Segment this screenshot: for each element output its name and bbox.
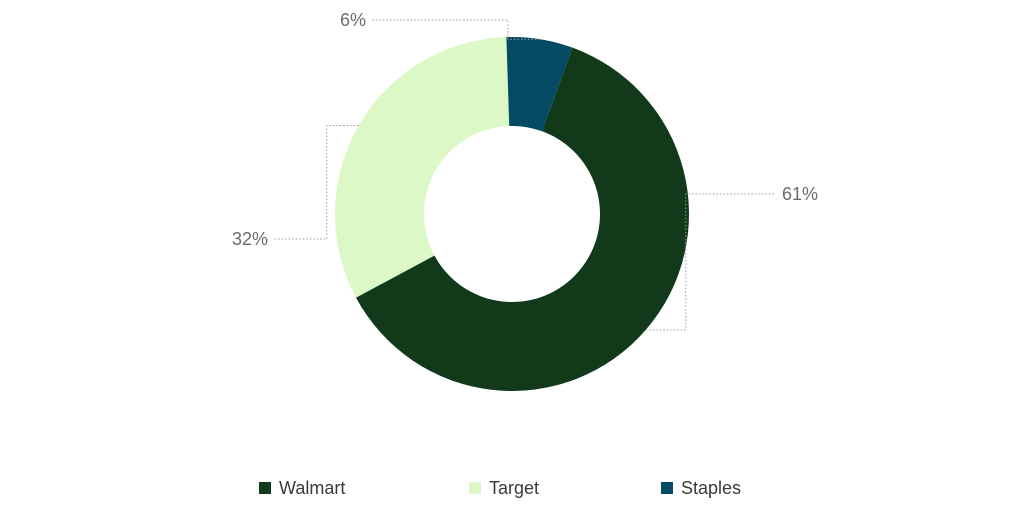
value-label-walmart: 61% [782,184,818,204]
legend-item-staples: Staples [661,472,741,504]
slice-staples [506,36,573,132]
legend-swatch-walmart [259,482,271,494]
legend-label-staples: Staples [681,477,742,498]
chart-legend: Walmart Target Staples [0,472,1024,504]
legend-item-walmart: Walmart [259,472,345,504]
leader-line-target [274,125,359,240]
slice-target [334,37,510,298]
legend-label-target: Target [489,477,540,498]
legend-swatch-target [469,482,481,494]
legend-label-walmart: Walmart [279,477,346,498]
legend-item-target: Target [469,472,539,504]
value-label-staples: 6% [340,10,366,30]
slice-walmart [355,47,690,391]
value-label-target: 32% [232,229,268,249]
legend-swatch-staples [661,482,673,494]
leader-line-staples [372,19,540,40]
